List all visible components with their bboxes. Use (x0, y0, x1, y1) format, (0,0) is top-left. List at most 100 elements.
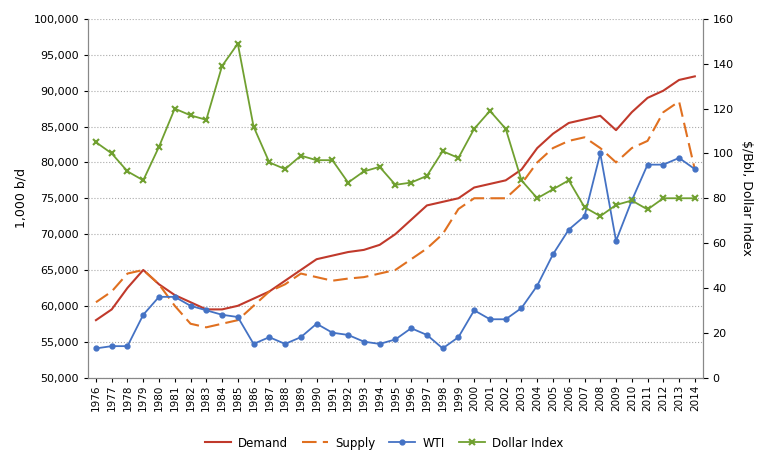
Demand (596, 113, 605, 119)
Supply (139, 267, 148, 273)
Demand (170, 292, 180, 298)
Demand (501, 177, 510, 183)
Supply (469, 195, 478, 201)
Dollar Index (170, 106, 180, 112)
Supply (391, 267, 400, 273)
Dollar Index (674, 195, 684, 201)
WTI (469, 307, 478, 313)
WTI (454, 334, 463, 340)
Supply (280, 282, 290, 287)
Supply (170, 303, 180, 309)
Dollar Index (564, 177, 574, 183)
Legend: Demand, Supply, WTI, Dollar Index: Demand, Supply, WTI, Dollar Index (200, 432, 568, 455)
Dollar Index (690, 195, 700, 201)
WTI (438, 345, 447, 351)
WTI (548, 251, 558, 257)
Demand (564, 120, 574, 126)
Supply (422, 246, 432, 251)
WTI (485, 317, 495, 322)
Supply (485, 195, 495, 201)
Supply (375, 271, 384, 276)
Dollar Index (139, 177, 148, 183)
Dollar Index (359, 169, 369, 174)
Demand (312, 257, 321, 262)
Supply (564, 138, 574, 144)
Demand (391, 232, 400, 237)
WTI (359, 339, 369, 344)
Demand (469, 185, 478, 190)
Dollar Index (422, 173, 432, 179)
Demand (690, 74, 700, 79)
Dollar Index (91, 139, 101, 145)
Demand (91, 317, 101, 323)
Supply (312, 275, 321, 280)
Demand (548, 131, 558, 137)
WTI (123, 344, 132, 349)
WTI (533, 283, 542, 288)
Dollar Index (107, 150, 116, 156)
Supply (454, 206, 463, 212)
WTI (154, 294, 164, 300)
Demand (517, 167, 526, 172)
Dollar Index (454, 155, 463, 161)
Dollar Index (265, 160, 274, 165)
Dollar Index (280, 166, 290, 172)
WTI (312, 321, 321, 326)
Dollar Index (533, 195, 542, 201)
Dollar Index (406, 180, 415, 185)
Supply (107, 289, 116, 294)
WTI (422, 332, 432, 338)
WTI (328, 330, 337, 336)
Demand (454, 195, 463, 201)
Dollar Index (186, 113, 195, 118)
Demand (343, 249, 353, 255)
WTI (674, 155, 684, 161)
Supply (406, 257, 415, 262)
Dollar Index (485, 108, 495, 113)
Supply (643, 138, 652, 144)
WTI (296, 334, 306, 340)
Demand (627, 109, 637, 115)
Line: Dollar Index: Dollar Index (92, 40, 698, 219)
Demand (643, 95, 652, 100)
Dollar Index (611, 202, 621, 208)
Dollar Index (659, 195, 668, 201)
Supply (659, 109, 668, 115)
Dollar Index (627, 198, 637, 203)
Supply (296, 271, 306, 276)
WTI (580, 213, 589, 219)
Demand (139, 267, 148, 273)
Supply (627, 145, 637, 151)
Line: Demand: Demand (96, 76, 695, 320)
WTI (107, 344, 116, 349)
Demand (107, 307, 116, 312)
Dollar Index (438, 149, 447, 154)
WTI (139, 312, 148, 318)
Dollar Index (469, 126, 478, 131)
Dollar Index (249, 124, 258, 129)
Demand (296, 267, 306, 273)
Supply (328, 278, 337, 283)
Demand (233, 303, 243, 309)
Supply (533, 160, 542, 165)
Supply (154, 282, 164, 287)
Supply (517, 181, 526, 187)
WTI (186, 303, 195, 309)
WTI (564, 227, 574, 232)
WTI (249, 341, 258, 347)
WTI (611, 238, 621, 244)
Supply (202, 325, 211, 330)
Dollar Index (296, 153, 306, 158)
WTI (391, 337, 400, 342)
Dollar Index (501, 126, 510, 131)
Dollar Index (328, 157, 337, 163)
Supply (217, 321, 227, 326)
Demand (217, 307, 227, 312)
WTI (375, 341, 384, 347)
Dollar Index (517, 177, 526, 183)
Supply (674, 99, 684, 104)
Dollar Index (391, 182, 400, 188)
Demand (406, 217, 415, 223)
Dollar Index (123, 169, 132, 174)
WTI (406, 325, 415, 331)
